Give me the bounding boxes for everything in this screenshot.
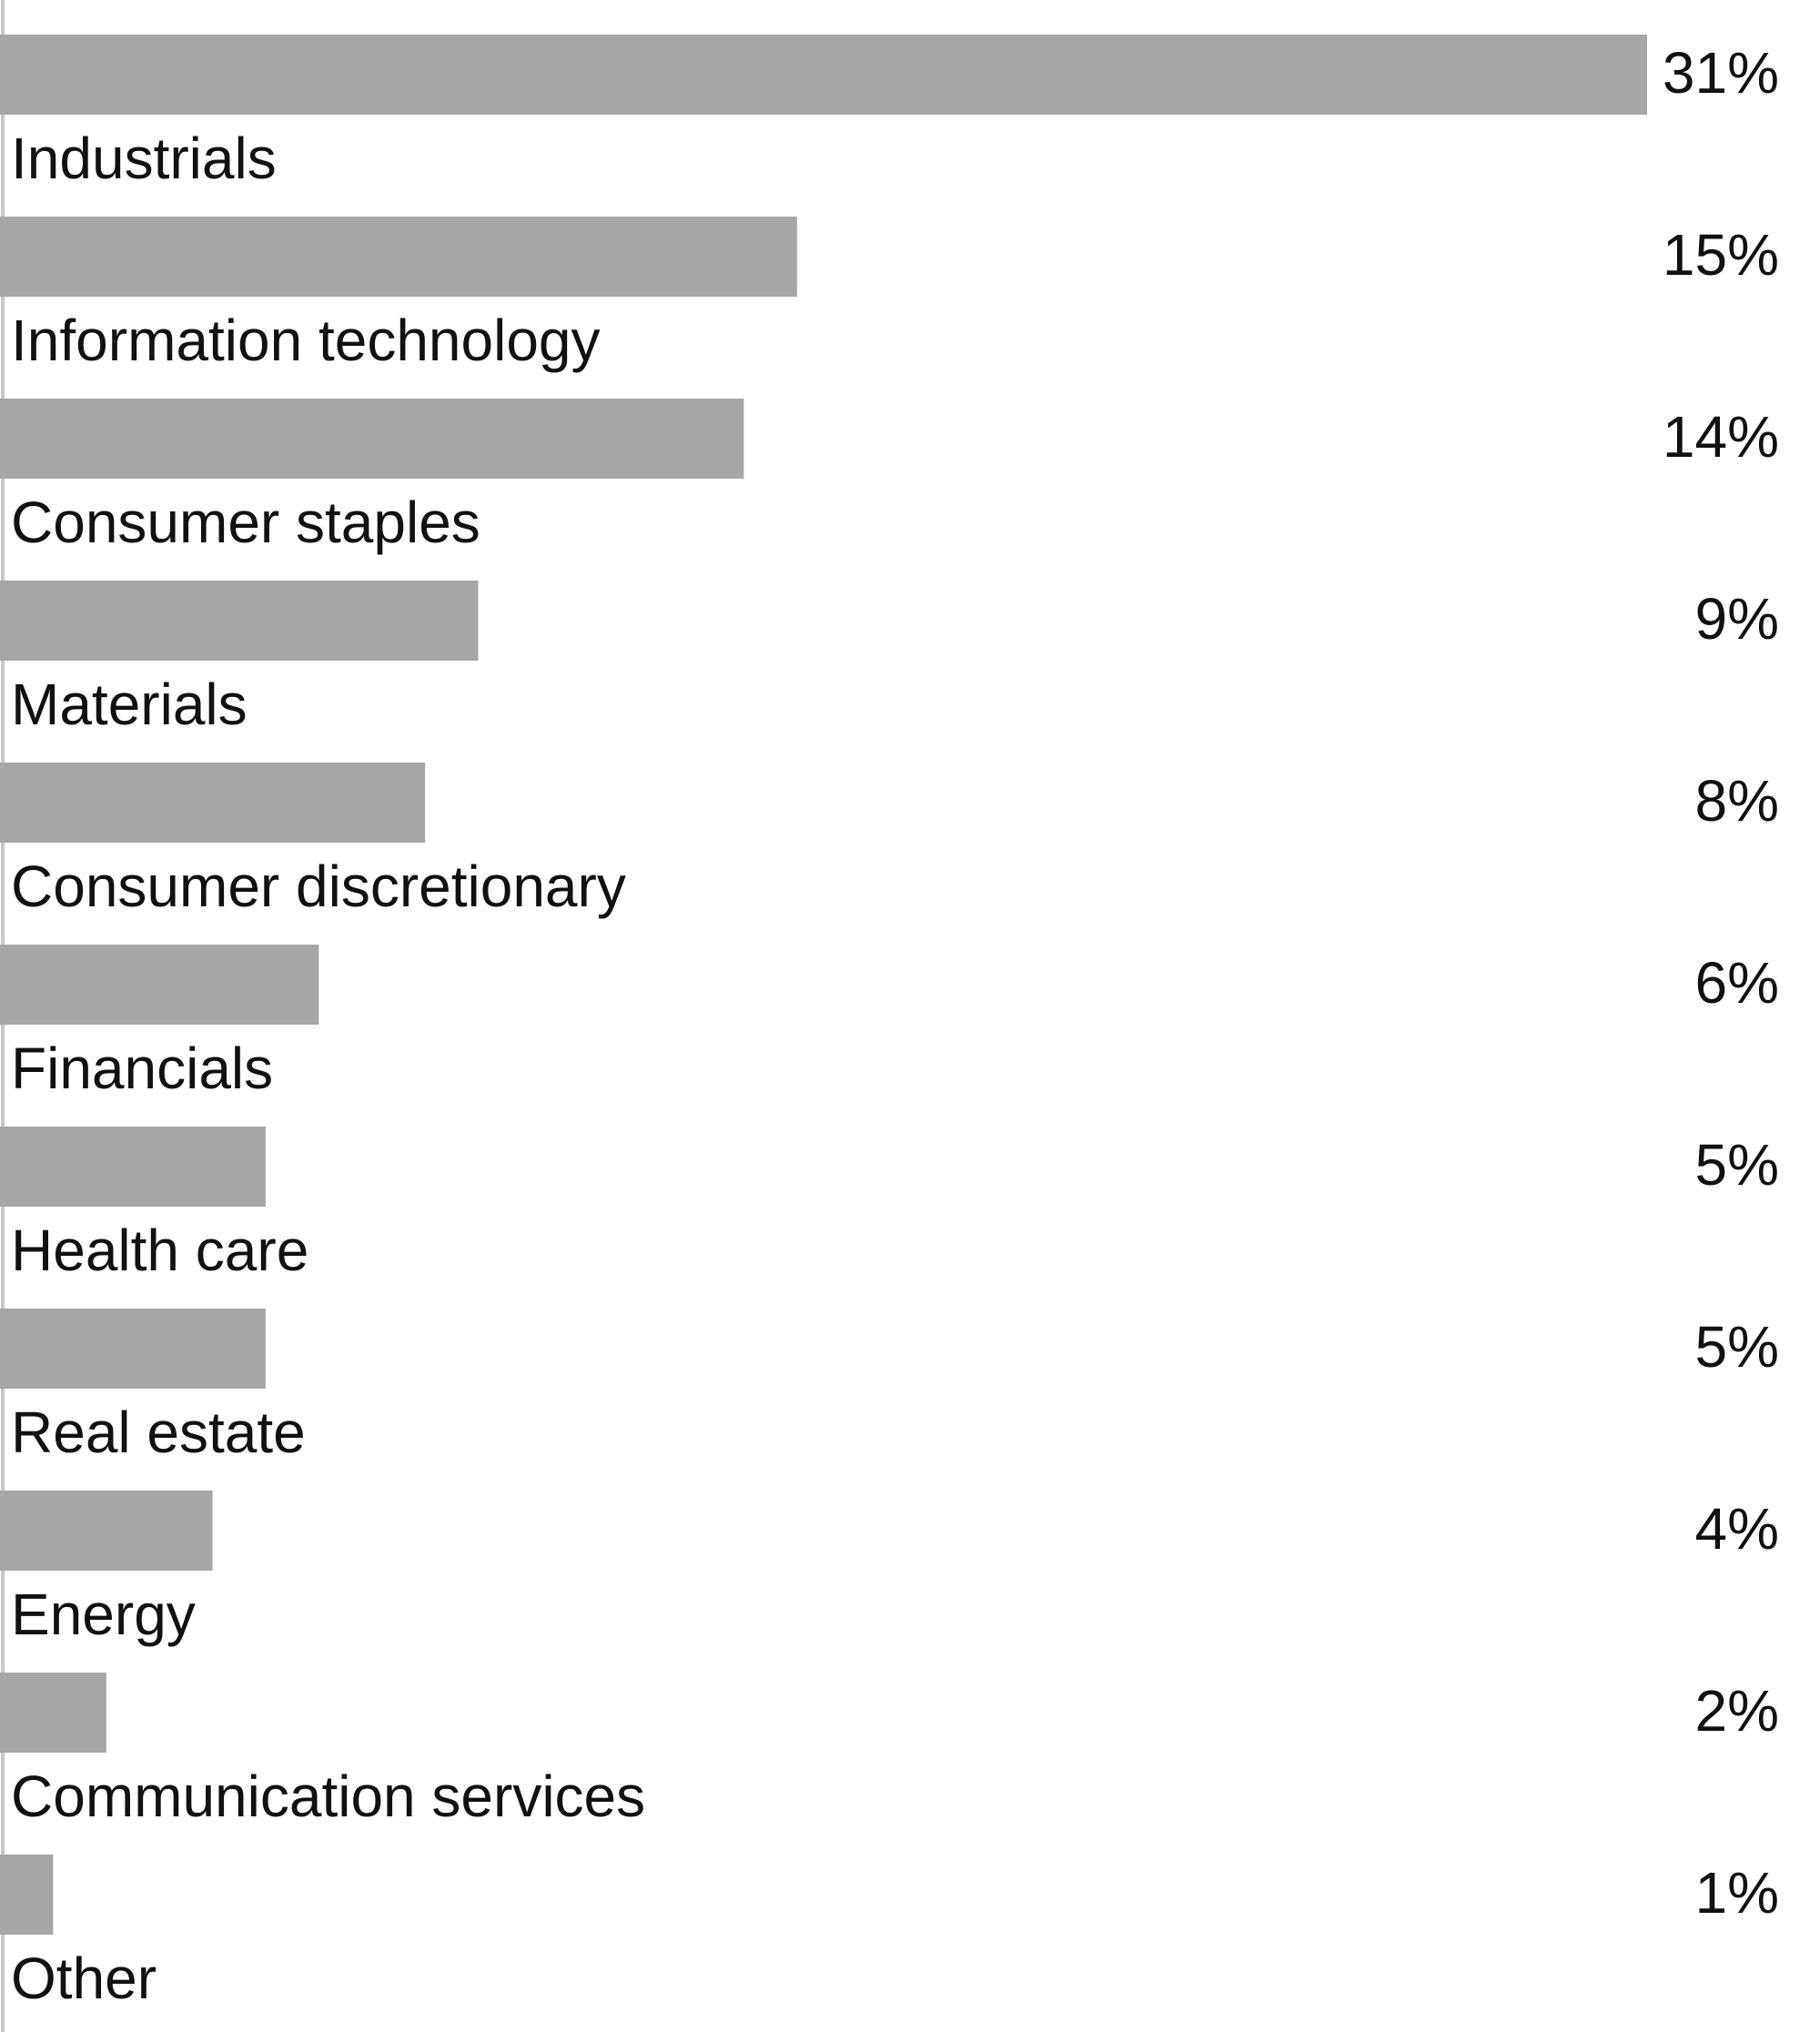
category-label-health-care: Health care [11,1218,308,1283]
value-label-industrials: 31% [1663,40,1779,106]
category-label-consumer-discretionary: Consumer discretionary [11,854,626,919]
bar-consumer-staples [0,399,744,479]
category-label-industrials: Industrials [11,126,277,191]
bar-energy [0,1491,213,1571]
bar-real-estate [0,1309,266,1389]
category-label-financials: Financials [11,1036,273,1101]
category-label-real-estate: Real estate [11,1400,306,1465]
value-label-information-technology: 15% [1663,222,1779,288]
category-label-energy: Energy [11,1582,196,1647]
bars-group [0,35,1647,1935]
bar-consumer-discretionary [0,763,426,843]
category-label-information-technology: Information technology [11,308,601,373]
bar-other [0,1855,54,1935]
value-label-financials: 6% [1695,950,1780,1016]
category-label-consumer-staples: Consumer staples [11,490,480,555]
value-label-materials: 9% [1695,586,1780,652]
bar-communication-services [0,1673,106,1753]
bar-industrials [0,35,1647,115]
category-label-communication-services: Communication services [11,1764,645,1829]
value-label-consumer-staples: 14% [1663,404,1779,470]
value-label-energy: 4% [1695,1496,1780,1562]
value-label-communication-services: 2% [1695,1678,1780,1744]
bar-financials [0,945,319,1025]
labels-group: 31% Industrials 15% Information technology 1… [11,40,1779,2011]
value-label-consumer-discretionary: 8% [1695,768,1780,834]
bar-information-technology [0,217,797,297]
value-label-other: 1% [1695,1860,1780,1926]
bar-materials [0,581,479,661]
bar-health-care [0,1127,266,1207]
category-label-materials: Materials [11,672,248,737]
category-label-other: Other [11,1946,157,2011]
value-label-health-care: 5% [1695,1132,1780,1198]
value-label-real-estate: 5% [1695,1314,1780,1380]
